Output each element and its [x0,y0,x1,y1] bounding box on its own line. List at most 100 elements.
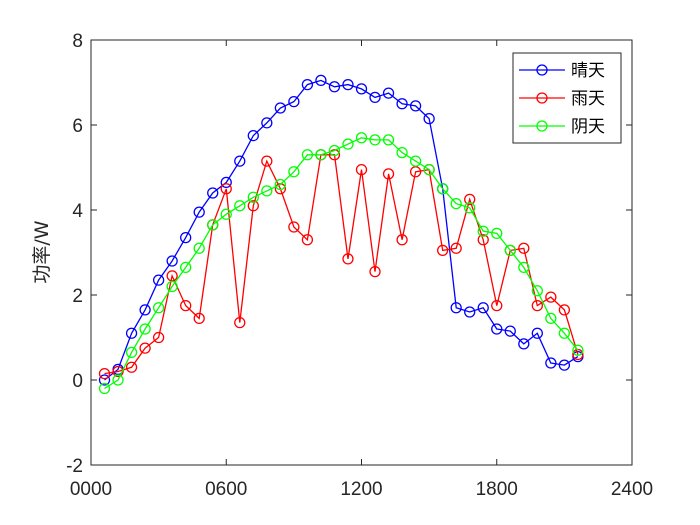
data-point [436,183,449,195]
data-point [180,299,192,312]
legend-label: 阴天 [571,117,605,137]
y-tick-label: 8 [72,31,83,52]
data-point [558,327,571,339]
data-point [504,325,516,337]
x-tick-label: 1800 [476,479,518,500]
data-point [450,197,462,210]
y-tick-label: 4 [72,201,83,222]
data-point [220,183,232,195]
data-point [193,312,205,325]
data-point [328,81,341,93]
data-point [558,304,571,316]
data-point [98,367,111,380]
data-point [247,200,259,212]
x-tick-label: 0000 [70,479,112,500]
data-point [301,78,314,91]
data-point [545,357,557,369]
data-point [207,219,219,231]
legend-entry: 雨天 [519,89,605,109]
data-point [139,342,151,354]
series-2 [98,132,584,395]
data-point [166,255,178,267]
y-tick-label: 2 [72,286,83,307]
data-point [152,302,165,314]
data-point [369,91,381,104]
data-point [396,98,408,110]
legend-marker [536,120,548,132]
series-layer [98,74,584,395]
data-point [423,112,435,125]
data-point [261,117,273,129]
data-point [152,274,165,286]
data-point [207,187,219,199]
data-point [274,102,287,114]
data-point [152,331,165,344]
data-point [234,200,246,212]
data-point [288,221,300,233]
data-point [396,146,408,159]
data-point [518,261,530,274]
data-point [234,155,246,167]
data-point [180,261,192,274]
x-tick-label: 0600 [205,479,247,500]
legend-marker [536,92,548,104]
data-point [261,185,273,197]
data-point [112,365,124,378]
data-point [382,134,395,146]
data-point [477,234,489,246]
data-point [139,304,151,316]
data-point [450,302,462,314]
data-point [491,227,503,240]
data-point [125,346,138,359]
data-point [220,176,232,189]
data-point [531,285,543,297]
data-point [288,166,300,178]
data-point [342,138,354,150]
series-line [104,137,579,390]
data-point [355,83,368,95]
data-point [409,100,422,112]
data-point [518,338,530,350]
data-point [423,163,435,176]
data-point [355,163,368,176]
data-point [112,374,124,386]
data-point [477,302,489,314]
data-point [274,178,287,191]
data-point [518,242,530,254]
ticks-layer: 0000 0600 1200 1800 2400 -2 0 2 4 6 8 [66,31,653,500]
legend-entry: 晴天 [519,61,605,81]
data-point [139,323,151,335]
data-point [369,265,381,278]
data-point [247,129,259,142]
data-point [396,234,408,246]
data-point [531,299,543,312]
y-tick-label: 6 [72,116,83,137]
x-tick-label: 2400 [611,479,653,500]
data-point [545,291,557,303]
data-point [477,225,489,237]
data-point [301,234,314,246]
legend-entry: 阴天 [519,117,605,137]
x-tick-label: 1200 [340,479,382,500]
data-point [234,316,246,329]
data-point [436,244,449,257]
data-point [342,253,354,265]
data-point [558,359,571,371]
data-point [369,134,381,146]
data-point [464,202,476,214]
data-point [491,299,503,312]
data-point [125,361,138,373]
data-point [328,144,341,157]
data-point [504,244,516,257]
data-point [382,87,395,99]
data-point [315,74,327,87]
data-point [572,344,584,356]
data-point [464,306,476,318]
y-tick-label: -2 [66,456,83,477]
legend-label: 雨天 [571,89,605,109]
y-tick-label: 0 [72,371,83,392]
data-point [382,168,395,180]
data-point [464,193,476,206]
data-point [409,155,422,167]
